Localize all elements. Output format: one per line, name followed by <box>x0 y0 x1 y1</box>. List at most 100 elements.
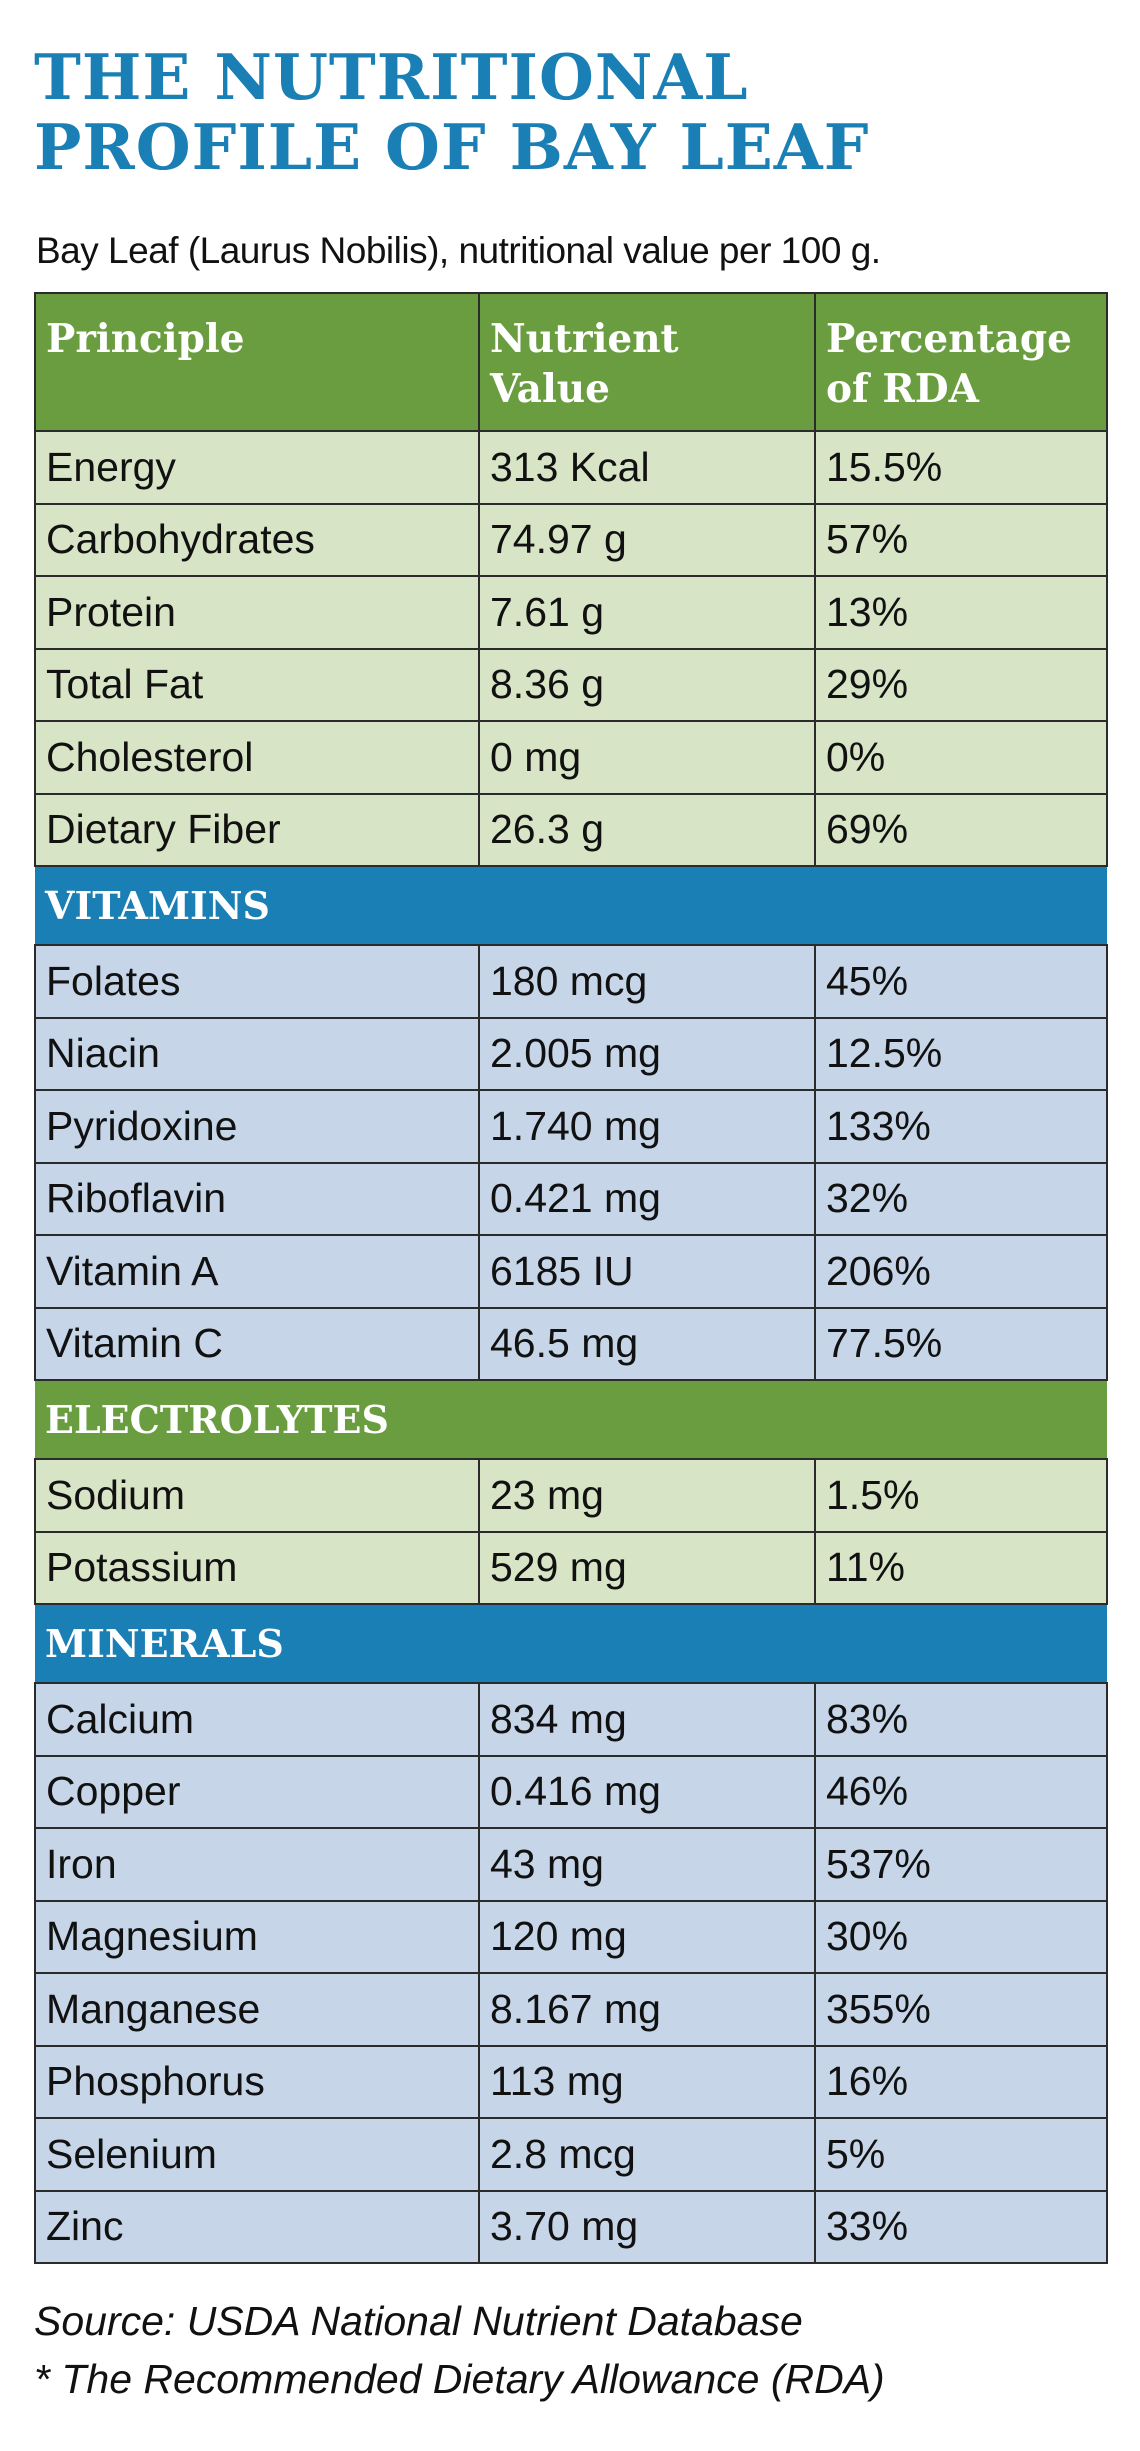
table-row: Pyridoxine 1.740 mg 133% <box>34 1089 1108 1164</box>
cell-percentage-rda: 206% <box>814 1234 1108 1309</box>
cell-percentage-rda: 15.5% <box>814 430 1108 505</box>
header-percentage-line2: of RDA <box>826 366 979 412</box>
cell-percentage-rda: 537% <box>814 1827 1108 1902</box>
header-percentage-line1: Percentage <box>826 316 1072 362</box>
table-row: Energy 313 Kcal 15.5% <box>34 430 1108 505</box>
cell-percentage-rda: 69% <box>814 792 1108 867</box>
table-row: Phosphorus 113 mg 16% <box>34 2044 1108 2119</box>
cell-principle: Copper <box>34 1754 480 1829</box>
cell-principle: Folates <box>34 944 480 1019</box>
cell-percentage-rda: 33% <box>814 2189 1108 2264</box>
cell-percentage-rda: 0% <box>814 720 1108 795</box>
cell-nutrient-value: 0.416 mg <box>478 1754 816 1829</box>
cell-principle: Sodium <box>34 1458 480 1533</box>
cell-percentage-rda: 355% <box>814 1972 1108 2047</box>
cell-principle: Cholesterol <box>34 720 480 795</box>
cell-principle: Vitamin A <box>34 1234 480 1309</box>
cell-nutrient-value: 74.97 g <box>478 502 816 577</box>
cell-principle: Zinc <box>34 2189 480 2264</box>
cell-nutrient-value: 834 mg <box>478 1682 816 1757</box>
cell-principle: Iron <box>34 1827 480 1902</box>
table-row: Iron 43 mg 537% <box>34 1827 1108 1902</box>
table-row: Riboflavin 0.421 mg 32% <box>34 1161 1108 1236</box>
cell-principle: Dietary Fiber <box>34 792 480 867</box>
cell-nutrient-value: 3.70 mg <box>478 2189 816 2264</box>
section-title: ELECTROLYTES <box>35 1379 1107 1460</box>
cell-nutrient-value: 1.740 mg <box>478 1089 816 1164</box>
cell-percentage-rda: 5% <box>814 2117 1108 2192</box>
cell-principle: Energy <box>34 430 480 505</box>
header-percentage-rda: Percentage of RDA <box>814 292 1108 432</box>
cell-principle: Calcium <box>34 1682 480 1757</box>
cell-percentage-rda: 29% <box>814 647 1108 722</box>
header-principle: Principle <box>34 292 480 432</box>
cell-nutrient-value: 23 mg <box>478 1458 816 1533</box>
cell-principle: Total Fat <box>34 647 480 722</box>
cell-percentage-rda: 45% <box>814 944 1108 1019</box>
cell-principle: Potassium <box>34 1530 480 1605</box>
table-row: Dietary Fiber 26.3 g 69% <box>34 792 1108 867</box>
cell-nutrient-value: 43 mg <box>478 1827 816 1902</box>
page-title: THE NUTRITIONAL PROFILE OF BAY LEAF <box>34 42 1114 182</box>
header-nutrient-value-line1: Nutrient <box>490 316 679 362</box>
cell-principle: Vitamin C <box>34 1306 480 1381</box>
cell-principle: Magnesium <box>34 1899 480 1974</box>
cell-nutrient-value: 8.167 mg <box>478 1972 816 2047</box>
cell-percentage-rda: 32% <box>814 1161 1108 1236</box>
cell-nutrient-value: 120 mg <box>478 1899 816 1974</box>
cell-nutrient-value: 7.61 g <box>478 575 816 650</box>
cell-percentage-rda: 16% <box>814 2044 1108 2119</box>
section-header-row: VITAMINS <box>35 865 1107 946</box>
cell-principle: Carbohydrates <box>34 502 480 577</box>
cell-percentage-rda: 46% <box>814 1754 1108 1829</box>
table-row: Selenium 2.8 mcg 5% <box>34 2117 1108 2192</box>
cell-principle: Manganese <box>34 1972 480 2047</box>
cell-principle: Riboflavin <box>34 1161 480 1236</box>
table-header-row: Principle Nutrient Value Percentage of R… <box>34 292 1108 432</box>
cell-principle: Protein <box>34 575 480 650</box>
cell-principle: Phosphorus <box>34 2044 480 2119</box>
table-row: Niacin 2.005 mg 12.5% <box>34 1016 1108 1091</box>
table-row: Zinc 3.70 mg 33% <box>34 2189 1108 2264</box>
cell-percentage-rda: 77.5% <box>814 1306 1108 1381</box>
table-row: Protein 7.61 g 13% <box>34 575 1108 650</box>
cell-percentage-rda: 30% <box>814 1899 1108 1974</box>
section-header-row: MINERALS <box>35 1603 1107 1684</box>
cell-percentage-rda: 13% <box>814 575 1108 650</box>
table-row: Total Fat 8.36 g 29% <box>34 647 1108 722</box>
table-row: Copper 0.416 mg 46% <box>34 1754 1108 1829</box>
cell-percentage-rda: 83% <box>814 1682 1108 1757</box>
table-row: Magnesium 120 mg 30% <box>34 1899 1108 1974</box>
table-row: Sodium 23 mg 1.5% <box>34 1458 1108 1533</box>
footer: Source: USDA National Nutrient Database … <box>34 2292 1114 2408</box>
header-nutrient-value-line2: Value <box>490 366 610 412</box>
table-row: Calcium 834 mg 83% <box>34 1682 1108 1757</box>
cell-nutrient-value: 0 mg <box>478 720 816 795</box>
rda-note: * The Recommended Dietary Allowance (RDA… <box>34 2356 885 2402</box>
cell-nutrient-value: 113 mg <box>478 2044 816 2119</box>
source-note: Source: USDA National Nutrient Database <box>34 2298 803 2344</box>
title-line-1: THE NUTRITIONAL <box>34 40 749 114</box>
cell-nutrient-value: 6185 IU <box>478 1234 816 1309</box>
cell-nutrient-value: 46.5 mg <box>478 1306 816 1381</box>
cell-nutrient-value: 2.8 mcg <box>478 2117 816 2192</box>
section-title: VITAMINS <box>35 865 1107 946</box>
cell-nutrient-value: 8.36 g <box>478 647 816 722</box>
header-nutrient-value: Nutrient Value <box>478 292 816 432</box>
cell-nutrient-value: 180 mcg <box>478 944 816 1019</box>
cell-percentage-rda: 11% <box>814 1530 1108 1605</box>
cell-percentage-rda: 57% <box>814 502 1108 577</box>
table-row: Cholesterol 0 mg 0% <box>34 720 1108 795</box>
table-row: Potassium 529 mg 11% <box>34 1530 1108 1605</box>
section-title: MINERALS <box>35 1603 1107 1684</box>
cell-principle: Selenium <box>34 2117 480 2192</box>
nutrition-table: Principle Nutrient Value Percentage of R… <box>34 292 1108 2264</box>
cell-principle: Niacin <box>34 1016 480 1091</box>
cell-percentage-rda: 1.5% <box>814 1458 1108 1533</box>
cell-nutrient-value: 529 mg <box>478 1530 816 1605</box>
cell-nutrient-value: 2.005 mg <box>478 1016 816 1091</box>
header-principle-label: Principle <box>46 316 245 362</box>
cell-nutrient-value: 313 Kcal <box>478 430 816 505</box>
cell-percentage-rda: 12.5% <box>814 1016 1108 1091</box>
cell-nutrient-value: 26.3 g <box>478 792 816 867</box>
